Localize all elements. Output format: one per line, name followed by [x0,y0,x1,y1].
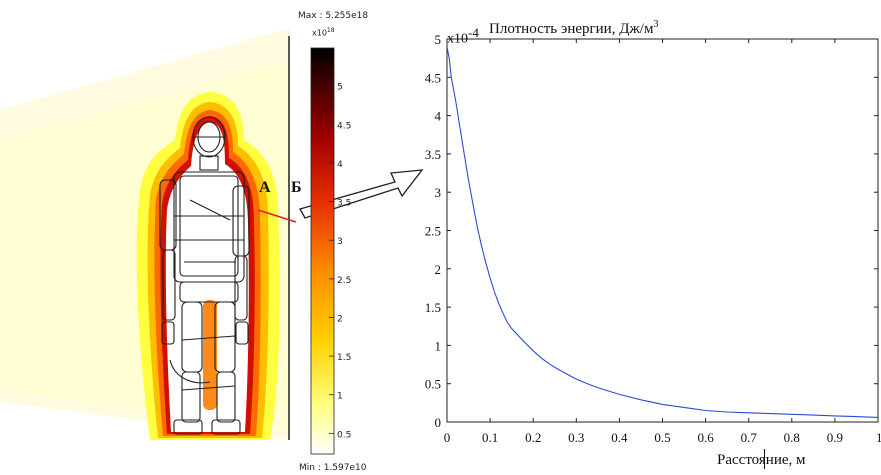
colorbar-strip [310,47,335,455]
colorbar-exponent-power: 18 [326,27,335,34]
y-tick-label: 0.5 [425,377,441,392]
x-tick-label: 0.8 [784,430,800,445]
x-tick-label: 0.6 [697,430,714,445]
chart-title-text: Плотность энергии, Дж/м [489,21,654,37]
x-axis-label-cursor [764,449,765,469]
colorbar-tick-label: 2 [337,314,343,324]
colorbar: 5 4.5 4 3.5 3 2.5 2 1.5 1 0.5 [310,47,351,455]
colorbar-tick-label: 1 [337,392,343,402]
x-axis-label: Расстояние, м [717,452,806,468]
y-tick-label: 2.5 [425,224,441,239]
y-tick-label: 3.5 [425,147,441,162]
colorbar-tick-label: 3 [337,237,343,247]
colorbar-tick-label: 4.5 [337,121,351,131]
y-multiplier-base: x10 [447,31,468,47]
y-tick-label: 2 [435,262,442,277]
colorbar-max-label: Max : 5.255e18 [298,11,369,21]
colorbar-tick-label: 4 [337,160,343,170]
colorbar-min-label: Min : 1.597e10 [299,463,367,473]
colorbar-exponent-base: x10 [312,28,327,38]
plot-frame [446,38,879,423]
x-tick-label: 1 [876,430,881,445]
y-multiplier: x10-4 [447,25,479,48]
plot-area: 0 0.5 1 1.5 2 2.5 3 3.5 4 4.5 5 0 0.1 0.2 0.3 0.4 0.5 0.… [425,32,881,445]
x-tick-label: 0.7 [741,430,758,445]
human-model [159,116,250,435]
y-tick-label: 4 [435,109,442,124]
x-tick-label: 0.5 [654,430,670,445]
x-tick-label: 0.1 [482,430,498,445]
x-tick-label: 0.4 [611,430,628,445]
y-tick-label: 1.5 [425,300,441,315]
colorbar-exponent: x1018 [312,27,335,38]
point-a-label: А [259,179,271,196]
colorbar-tick-label: 2.5 [337,276,351,286]
chart-title: Плотность энергии, Дж/м3 [489,19,658,38]
y-multiplier-power: -4 [468,25,479,40]
colorbar-tick-label: 5 [337,83,343,93]
x-tick-label: 0.2 [525,430,541,445]
y-tick-label: 4.5 [425,70,441,85]
x-tick-label: 0 [444,430,451,445]
y-tick-label: 1 [435,338,442,353]
x-tick-label: 0.9 [827,430,843,445]
y-tick-label: 5 [435,32,442,47]
colorbar-tick-label: 3.5 [337,199,351,209]
colorbar-tick-label: 0.5 [337,430,351,440]
y-tick-label: 3 [435,185,442,200]
x-tick-label: 0.3 [568,430,584,445]
colorbar-tick-label: 1.5 [337,353,351,363]
y-tick-label: 0 [435,415,442,430]
measurement-line [257,209,297,223]
point-b-label: Б [291,179,302,196]
series-line [446,46,879,418]
chart-title-superscript: 3 [653,19,659,30]
